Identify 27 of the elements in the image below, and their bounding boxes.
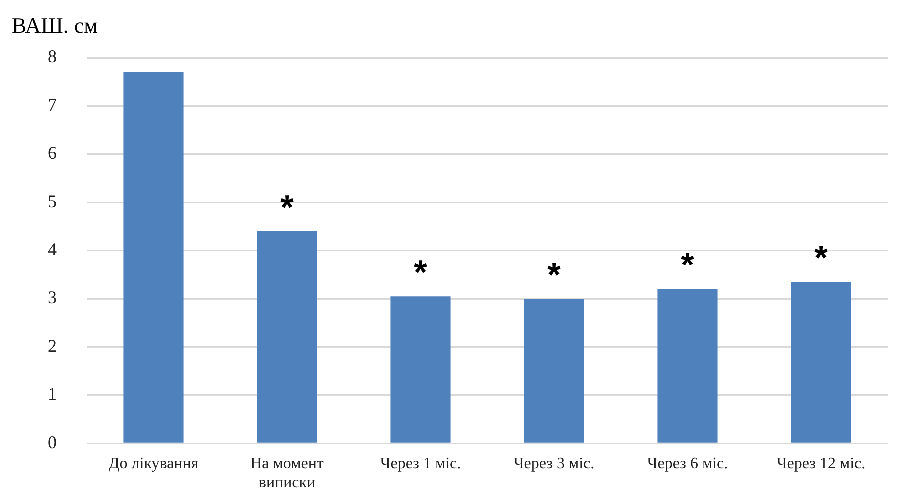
annotation: * — [548, 256, 562, 294]
bar — [257, 232, 318, 443]
y-tick-label: 0 — [48, 432, 57, 452]
y-tick-label: 7 — [48, 94, 57, 115]
bar — [124, 72, 184, 443]
annotation: * — [814, 240, 829, 278]
y-tick-label: 6 — [48, 143, 57, 164]
y-tick-label: 4 — [48, 240, 57, 260]
x-tick-label: Через 1 міс. — [380, 455, 462, 472]
bar — [658, 289, 718, 443]
bar — [791, 282, 852, 443]
y-tick-label: 1 — [48, 384, 57, 404]
x-tick-label: На момент виписки — [250, 455, 324, 492]
bar — [524, 299, 584, 443]
y-tick-label: 5 — [48, 191, 57, 212]
annotation: * — [414, 254, 428, 292]
y-axis-title: ВАШ. см — [12, 12, 98, 38]
bar — [390, 296, 451, 443]
x-tick-label: Через 6 міс. — [647, 455, 728, 472]
x-tick-label: Через 12 міс. — [776, 455, 866, 472]
y-tick-label: 2 — [48, 336, 57, 356]
annotation: * — [280, 188, 295, 227]
x-tick-label: До лікування — [108, 455, 200, 472]
y-tick-label: 8 — [48, 46, 57, 67]
y-tick-label: 3 — [48, 288, 57, 308]
x-tick-label: Через 3 міс. — [514, 455, 595, 472]
annotation: * — [681, 246, 696, 285]
